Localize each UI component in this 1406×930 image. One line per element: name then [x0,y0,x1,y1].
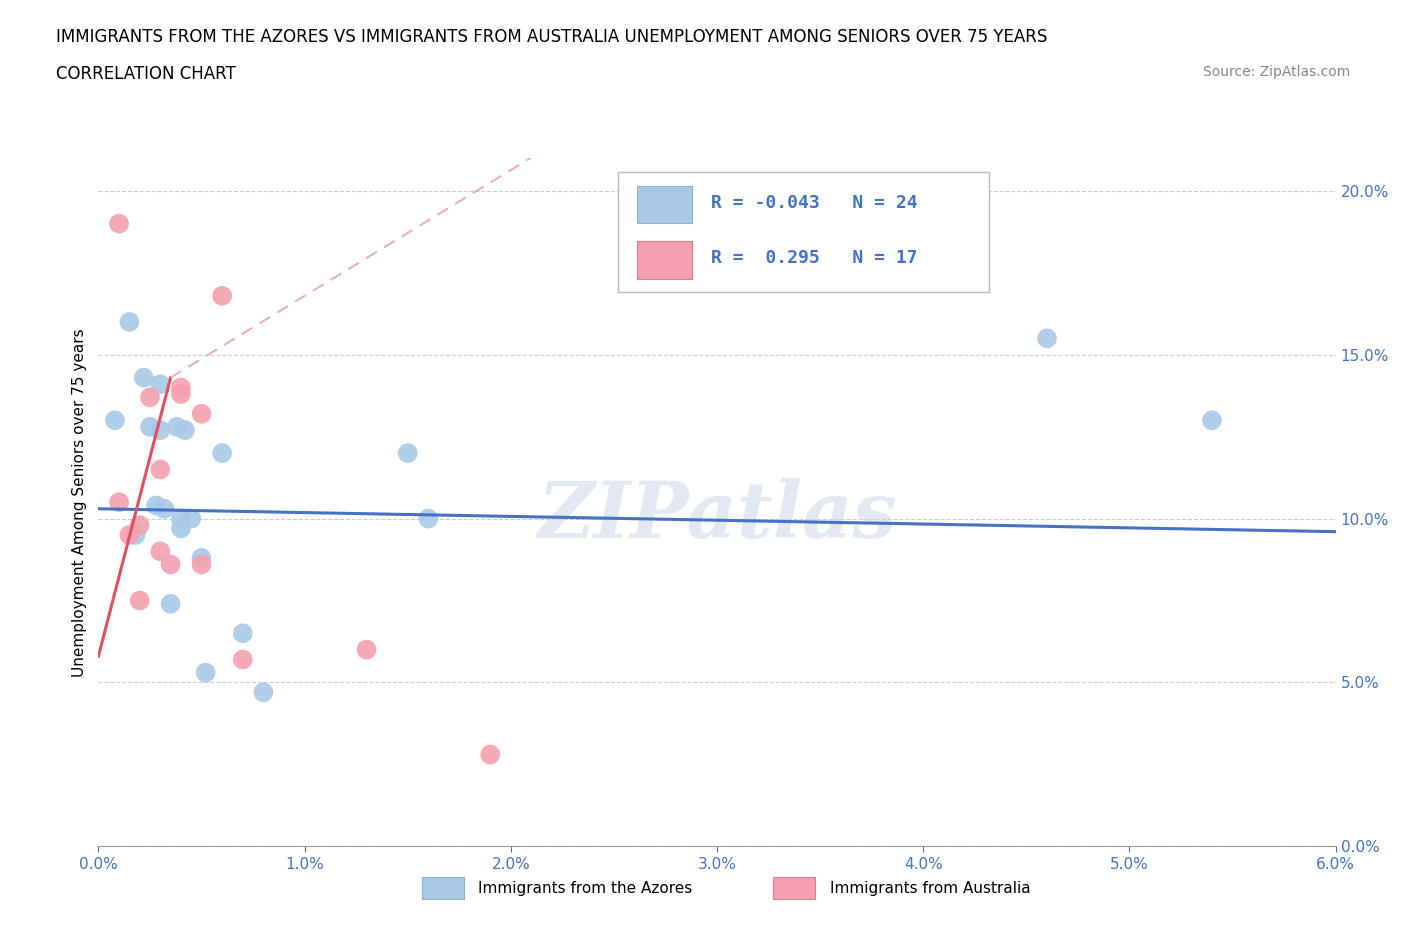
Point [170,521,193,536]
Point [108,495,131,510]
Point [118,314,141,329]
Point [166,419,188,434]
Y-axis label: Unemployment Among Seniors over 75 years: Unemployment Among Seniors over 75 years [72,328,87,676]
Point [190,551,212,565]
Point [252,684,274,699]
Point [1036,331,1059,346]
Point [108,216,131,231]
Point [118,527,141,542]
Point [190,406,212,421]
Point [128,518,150,533]
Text: IMMIGRANTS FROM THE AZORES VS IMMIGRANTS FROM AUSTRALIA UNEMPLOYMENT AMONG SENIO: IMMIGRANTS FROM THE AZORES VS IMMIGRANTS… [56,28,1047,46]
Point [180,512,202,526]
Bar [637,186,692,223]
Point [170,512,193,526]
Text: R = -0.043   N = 24: R = -0.043 N = 24 [711,193,918,212]
Text: Immigrants from Australia: Immigrants from Australia [830,881,1031,896]
Point [159,557,181,572]
Point [145,498,167,513]
Bar [637,241,692,279]
Point [211,288,233,303]
Point [139,419,162,434]
Point [170,387,193,402]
Point [396,445,419,460]
Text: R =  0.295   N = 17: R = 0.295 N = 17 [711,249,918,267]
FancyBboxPatch shape [619,172,990,292]
Point [1201,413,1223,428]
Point [153,501,176,516]
Text: Immigrants from the Azores: Immigrants from the Azores [478,881,692,896]
Point [149,377,172,392]
Point [170,380,193,395]
Point [211,445,233,460]
Point [159,596,181,611]
Point [128,593,150,608]
Text: ZIPatlas: ZIPatlas [537,478,897,554]
Point [124,527,146,542]
Point [190,557,212,572]
Text: CORRELATION CHART: CORRELATION CHART [56,65,236,83]
Point [356,643,378,658]
Point [149,544,172,559]
Point [479,747,502,762]
Point [232,626,254,641]
Point [149,462,172,477]
Point [139,390,162,405]
Text: Source: ZipAtlas.com: Source: ZipAtlas.com [1202,65,1350,79]
Point [149,422,172,437]
Point [194,665,217,680]
Point [174,422,197,437]
Point [232,652,254,667]
Point [418,512,440,526]
Point [132,370,155,385]
Point [104,413,127,428]
